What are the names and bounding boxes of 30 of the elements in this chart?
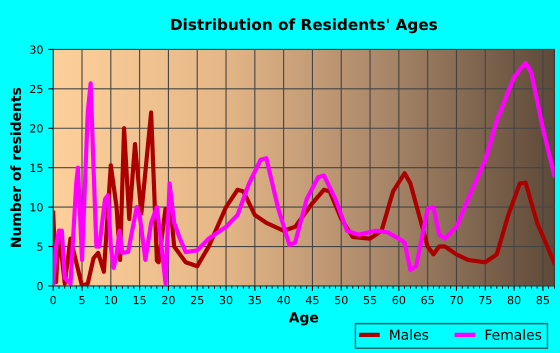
x-axis-title: Age	[288, 312, 318, 326]
x-tick-label: 85	[536, 296, 549, 304]
x-tick-label: 25	[190, 296, 204, 304]
y-tick-label: 30	[30, 45, 43, 54]
y-tick-label: 0	[37, 282, 43, 290]
x-tick-label: 45	[306, 296, 319, 304]
x-tick-label: 10	[104, 296, 118, 304]
y-tick-label: 10	[30, 203, 43, 212]
y-tick-label: 5	[37, 242, 43, 251]
y-tick-label: 15	[30, 164, 43, 172]
x-tick-label: 0	[50, 296, 56, 304]
x-tick-label: 35	[248, 296, 261, 304]
x-tick-label: 65	[421, 296, 434, 304]
chart-title: Distribution of Residents' Ages	[171, 18, 437, 34]
x-tick-label: 80	[508, 296, 520, 304]
x-tick-label: 5	[79, 296, 85, 304]
x-tick-label: 60	[392, 296, 406, 304]
x-tick-label: 30	[220, 296, 232, 304]
x-tick-label: 15	[134, 296, 146, 304]
legend-label: Males	[390, 329, 428, 340]
x-tick-label: 55	[364, 296, 376, 304]
x-tick-label: 40	[277, 296, 290, 304]
y-axis-title: Number of residents	[10, 88, 22, 247]
legend-label: Females	[486, 329, 542, 340]
x-tick-label: 20	[162, 296, 175, 304]
x-tick-label: 75	[479, 296, 492, 304]
x-tick-label: 50	[335, 296, 348, 304]
x-tick-label: 70	[450, 296, 463, 304]
y-tick-label: 25	[30, 84, 43, 94]
y-tick-label: 20	[30, 124, 43, 133]
